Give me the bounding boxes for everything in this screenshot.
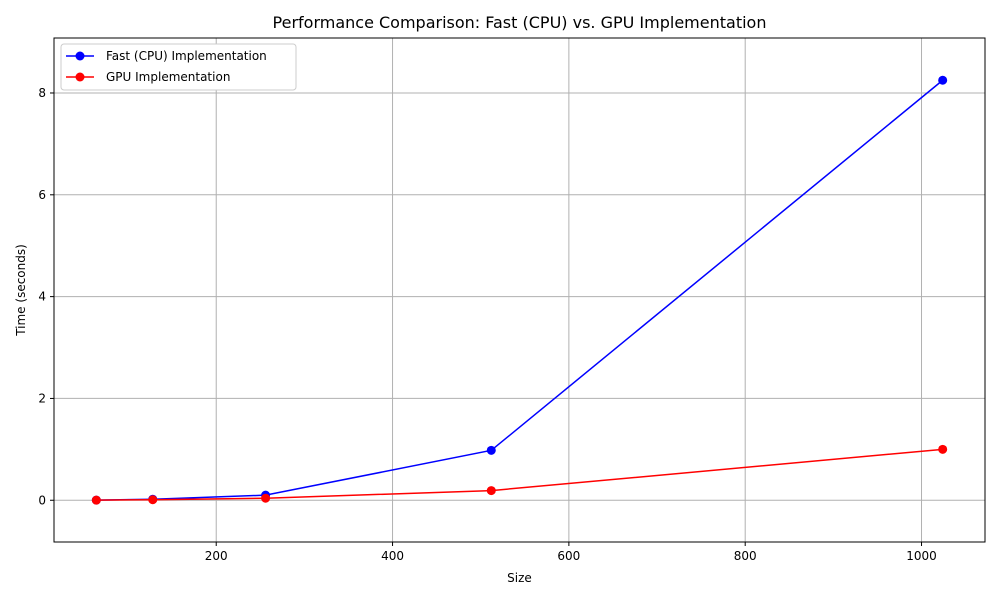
data-point-gpu <box>486 486 496 496</box>
plot-background <box>54 38 985 542</box>
data-point-cpu <box>938 75 948 85</box>
x-tick-label: 600 <box>557 549 580 563</box>
x-tick-label: 1000 <box>906 549 937 563</box>
chart-title: Performance Comparison: Fast (CPU) vs. G… <box>273 13 767 32</box>
y-axis-label: Time (seconds) <box>14 244 28 337</box>
data-point-gpu <box>91 495 101 505</box>
legend-marker-gpu <box>75 72 85 82</box>
y-tick-label: 6 <box>38 188 46 202</box>
data-point-gpu <box>261 493 271 503</box>
y-tick-label: 4 <box>38 290 46 304</box>
legend-marker-cpu <box>75 51 85 61</box>
legend-box <box>60 43 297 91</box>
legend: Fast (CPU) Implementation GPU Implementa… <box>60 43 297 91</box>
data-point-gpu <box>938 444 948 454</box>
plot-frame <box>53 37 986 543</box>
y-tick-label: 2 <box>38 391 46 405</box>
grid-lines <box>54 38 985 542</box>
y-tick-label: 8 <box>38 86 46 100</box>
x-axis-label: Size <box>507 571 532 585</box>
series-layer <box>91 75 948 505</box>
legend-label-gpu: GPU Implementation <box>106 70 230 84</box>
x-tick-label: 800 <box>734 549 757 563</box>
y-tick-label: 0 <box>38 493 46 507</box>
data-point-gpu <box>148 495 158 505</box>
x-axis-ticks: 200 400 600 800 1000 <box>205 542 937 563</box>
x-tick-label: 400 <box>381 549 404 563</box>
y-axis-ticks: 0 2 4 6 8 <box>38 86 54 507</box>
x-tick-label: 200 <box>205 549 228 563</box>
legend-label-cpu: Fast (CPU) Implementation <box>106 49 267 63</box>
data-point-cpu <box>486 445 496 455</box>
